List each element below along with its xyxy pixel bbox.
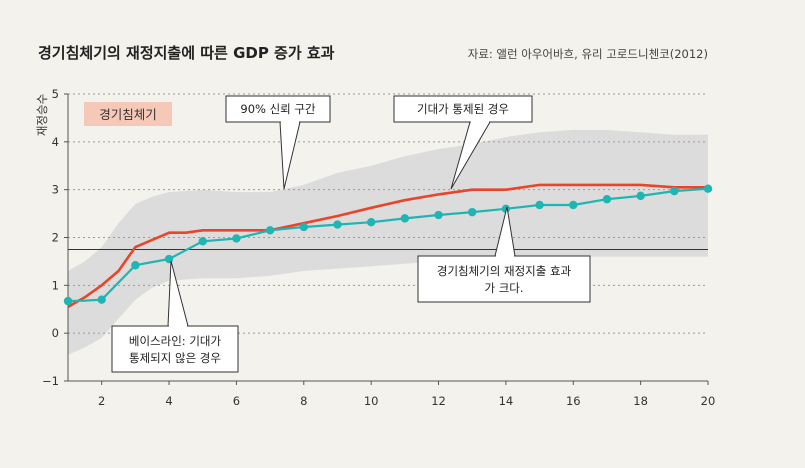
- x-tick-label: 4: [165, 394, 172, 408]
- chart-title: 경기침체기의 재정지출에 따른 GDP 증가 효과: [38, 44, 335, 62]
- baseline-point: [198, 237, 207, 246]
- annotation-controlled: 기대가 통제된 경우: [393, 95, 533, 190]
- y-tick-label: −1: [42, 374, 59, 388]
- annotation-baseline-text: 통제되지 않은 경우: [129, 351, 221, 365]
- chart-source: 자료: 앨런 아우어바흐, 유리 고로드니첸코(2012): [468, 47, 708, 61]
- annotation-recession-effect: 경기침체기의 재정지출 효과가 크다.: [417, 206, 591, 303]
- baseline-point: [400, 214, 410, 223]
- baseline-point: [602, 195, 612, 204]
- baseline-point: [535, 200, 544, 210]
- annotation-baseline-text: 베이스라인: 기대가: [129, 334, 222, 348]
- baseline-point: [366, 217, 376, 227]
- x-tick-label: 18: [633, 394, 648, 408]
- x-tick-label: 12: [431, 394, 446, 408]
- confidence-band: [68, 129, 708, 355]
- y-tick-label: 4: [52, 135, 59, 149]
- annotation-controlled-box: [393, 95, 533, 123]
- annotation-confidence-interval-text: 90% 신뢰 구간: [240, 102, 316, 116]
- annotation-baseline-box: [111, 325, 239, 373]
- x-tick-label: 20: [701, 394, 716, 408]
- y-tick-label: 5: [52, 87, 59, 101]
- x-tick-label: 8: [300, 394, 307, 408]
- baseline-point: [569, 200, 578, 210]
- y-tick-label: 0: [52, 326, 59, 340]
- recession-label-box: [84, 102, 172, 126]
- x-tick-label: 2: [98, 394, 105, 408]
- baseline-point: [299, 222, 308, 232]
- annotation-confidence-interval-pointer: [279, 121, 301, 190]
- baseline-point: [434, 210, 443, 220]
- y-tick-label: 3: [52, 183, 59, 197]
- annotation-recession-effect-box: [417, 255, 591, 303]
- baseline-point: [333, 220, 342, 229]
- baseline-point: [164, 254, 174, 264]
- baseline-point: [131, 261, 140, 270]
- recession-label: 경기침체기: [99, 107, 157, 122]
- baseline-point: [703, 184, 713, 193]
- x-tick-label: 16: [566, 394, 581, 408]
- baseline-point: [670, 186, 679, 196]
- baseline-point: [63, 296, 73, 306]
- baseline-point: [636, 191, 645, 201]
- x-tick-label: 14: [499, 394, 514, 408]
- annotation-confidence-interval: 90% 신뢰 구간: [225, 95, 331, 190]
- baseline-point: [468, 207, 477, 217]
- baseline-point: [265, 226, 275, 235]
- x-tick-label: 6: [233, 394, 240, 408]
- baseline-point: [97, 295, 106, 304]
- y-axis-label: 재정승수: [35, 94, 49, 136]
- annotation-recession-effect-text: 가 크다.: [484, 281, 523, 295]
- annotation-recession-effect-text: 경기침체기의 재정지출 효과: [437, 264, 572, 278]
- x-tick-label: 10: [364, 394, 379, 408]
- annotation-controlled-text: 기대가 통제된 경우: [417, 102, 509, 116]
- annotation-confidence-interval-box: [225, 95, 331, 123]
- baseline-point: [232, 234, 241, 243]
- y-tick-label: 1: [52, 278, 59, 292]
- y-tick-label: 2: [52, 231, 59, 245]
